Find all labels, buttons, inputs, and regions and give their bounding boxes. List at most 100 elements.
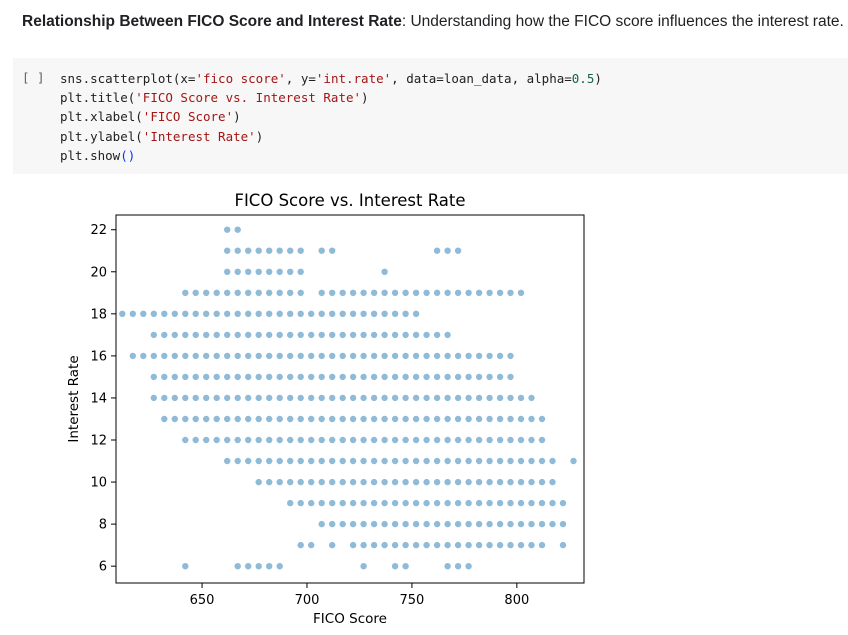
data-point bbox=[191, 330, 200, 339]
run-cell-button[interactable]: [ ] bbox=[22, 70, 45, 85]
data-point bbox=[443, 330, 452, 339]
data-point bbox=[317, 499, 326, 508]
data-point bbox=[422, 414, 431, 423]
code-token: ) bbox=[594, 71, 602, 86]
data-point bbox=[233, 288, 242, 297]
data-point bbox=[401, 309, 410, 318]
heading-bold-text: Relationship Between FICO Score and Inte… bbox=[22, 13, 402, 30]
code-token: ) bbox=[233, 109, 241, 125]
data-point bbox=[149, 393, 158, 402]
data-point bbox=[558, 541, 567, 550]
data-point bbox=[233, 414, 242, 423]
y-tick-label: 20 bbox=[90, 265, 107, 280]
data-point bbox=[307, 414, 316, 423]
data-point bbox=[422, 288, 431, 297]
data-point bbox=[139, 309, 148, 318]
data-point bbox=[359, 435, 368, 444]
data-point bbox=[391, 435, 400, 444]
data-point bbox=[296, 246, 305, 255]
code-token: plt.show bbox=[60, 147, 121, 163]
data-point bbox=[422, 393, 431, 402]
data-point bbox=[516, 435, 525, 444]
data-point bbox=[401, 541, 410, 550]
data-point bbox=[422, 478, 431, 487]
data-point bbox=[275, 246, 284, 255]
code-token: 'FICO Score' bbox=[142, 109, 234, 125]
data-point bbox=[265, 309, 274, 318]
data-point bbox=[286, 499, 295, 508]
code-token: plt.title( bbox=[60, 90, 136, 106]
data-point bbox=[254, 393, 263, 402]
data-point bbox=[338, 351, 347, 360]
data-point bbox=[380, 330, 389, 339]
data-point bbox=[317, 478, 326, 487]
data-point bbox=[275, 562, 284, 571]
data-point bbox=[454, 520, 463, 529]
data-point bbox=[212, 414, 221, 423]
data-point bbox=[496, 288, 505, 297]
data-point bbox=[433, 499, 442, 508]
data-point bbox=[233, 330, 242, 339]
data-point bbox=[485, 456, 494, 465]
data-point bbox=[254, 372, 263, 381]
code-token: () bbox=[120, 147, 136, 163]
data-point bbox=[233, 246, 242, 255]
data-point bbox=[328, 372, 337, 381]
data-point bbox=[202, 393, 211, 402]
data-point bbox=[349, 414, 358, 423]
data-point bbox=[401, 414, 410, 423]
data-point bbox=[443, 288, 452, 297]
data-point bbox=[359, 309, 368, 318]
data-point bbox=[433, 393, 442, 402]
y-axis-label: Interest Rate bbox=[66, 355, 82, 442]
data-point bbox=[391, 351, 400, 360]
code-token: ) bbox=[361, 90, 369, 106]
data-point bbox=[328, 541, 337, 550]
data-point bbox=[296, 478, 305, 487]
data-point bbox=[349, 435, 358, 444]
data-point bbox=[338, 478, 347, 487]
data-point bbox=[349, 478, 358, 487]
data-point bbox=[212, 393, 221, 402]
data-point bbox=[275, 372, 284, 381]
data-point bbox=[412, 541, 421, 550]
data-point bbox=[349, 520, 358, 529]
data-point bbox=[527, 414, 536, 423]
y-tick-label: 22 bbox=[90, 223, 107, 238]
data-point bbox=[244, 372, 253, 381]
data-point bbox=[286, 372, 295, 381]
data-point bbox=[359, 456, 368, 465]
data-point bbox=[212, 309, 221, 318]
data-point bbox=[433, 246, 442, 255]
data-point bbox=[328, 520, 337, 529]
data-point bbox=[349, 499, 358, 508]
data-point bbox=[516, 499, 525, 508]
data-point bbox=[244, 351, 253, 360]
data-point bbox=[401, 330, 410, 339]
data-point bbox=[233, 351, 242, 360]
data-point bbox=[265, 393, 274, 402]
data-point bbox=[202, 435, 211, 444]
data-point bbox=[433, 414, 442, 423]
data-point bbox=[307, 499, 316, 508]
data-point bbox=[443, 414, 452, 423]
data-point bbox=[338, 456, 347, 465]
data-point bbox=[296, 499, 305, 508]
code-token: , data=loan_data, alpha= bbox=[391, 71, 572, 86]
data-point bbox=[181, 414, 190, 423]
data-point bbox=[275, 414, 284, 423]
data-point bbox=[537, 478, 546, 487]
data-point bbox=[170, 393, 179, 402]
data-point bbox=[265, 414, 274, 423]
data-point bbox=[359, 541, 368, 550]
data-point bbox=[485, 393, 494, 402]
code-editor[interactable]: sns.scatterplot(x='fico score', y='int.r… bbox=[60, 69, 602, 165]
data-point bbox=[296, 309, 305, 318]
code-cell[interactable]: [ ] sns.scatterplot(x='fico score', y='i… bbox=[13, 58, 848, 174]
data-point bbox=[286, 351, 295, 360]
data-point bbox=[265, 456, 274, 465]
data-point bbox=[464, 435, 473, 444]
data-point bbox=[485, 478, 494, 487]
data-point bbox=[422, 351, 431, 360]
data-point bbox=[391, 288, 400, 297]
